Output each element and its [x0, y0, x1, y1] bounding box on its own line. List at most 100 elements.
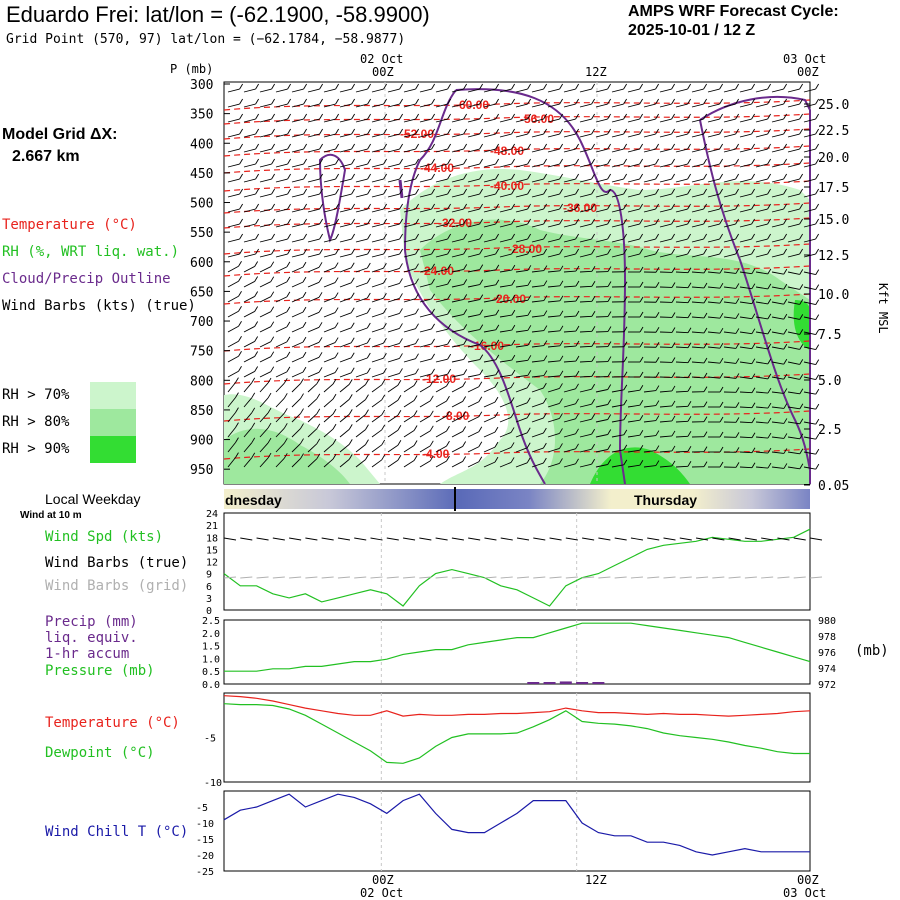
wind-barb [275, 238, 288, 243]
wind-barb [387, 103, 400, 108]
wind-barb-flag [479, 128, 484, 135]
wind-barb [611, 208, 624, 213]
wind-barb-flag [399, 323, 403, 329]
wind-barb-flag [255, 218, 260, 225]
wind-barb-flag [495, 369, 500, 376]
wind-barb-flag [799, 248, 804, 255]
wind-barb-flag [815, 329, 820, 335]
wind-barb-flag [687, 357, 692, 363]
wind-barb [275, 133, 288, 138]
wind-barb [563, 330, 576, 333]
wind-barb [419, 373, 432, 378]
isotherm-label: -20.00 [492, 292, 526, 306]
wind-barb [771, 103, 784, 108]
wind-barb [387, 313, 400, 318]
wind-barb-true [744, 537, 757, 541]
wind-barb-flag [687, 218, 692, 225]
wind-barb [339, 384, 350, 393]
wind-barb-flag [335, 158, 340, 165]
wind-barb-flag [671, 98, 676, 105]
wind-barb-flag [383, 248, 388, 255]
wind-barb-flag [348, 454, 353, 460]
windchill-line [223, 793, 810, 856]
wind-barb [339, 267, 352, 273]
wind-barb [579, 163, 592, 168]
wind-barb [339, 133, 352, 138]
wind-barb [339, 372, 352, 378]
wind-barb-flag [238, 291, 242, 297]
wind-barb [275, 178, 288, 183]
wind-barb-flag [367, 143, 372, 150]
wind-barb-flag [235, 422, 239, 428]
wind-barb [451, 178, 464, 183]
wind-barb [611, 449, 624, 453]
wind-barb-flag [267, 422, 272, 429]
wind-barb [611, 178, 624, 183]
wind-barb-flag [687, 372, 692, 378]
wind-barb-flag [703, 113, 708, 120]
wind-barb-flag [494, 441, 499, 448]
wind-barb-flag [494, 456, 499, 463]
wind-barb-flag [429, 380, 434, 387]
wind-barb-flag [639, 203, 644, 210]
wind-barb-true [533, 537, 546, 541]
wind-barb-flag [235, 377, 239, 383]
wind-barb [739, 286, 752, 290]
wind-barb-flag [271, 83, 276, 90]
wind-barb [723, 253, 736, 258]
wind-barb [547, 418, 560, 423]
precip-bar [559, 681, 572, 684]
wind-barb-flag [735, 188, 740, 195]
wind-barb-flag [799, 329, 804, 335]
wind-barb-grid [614, 576, 627, 579]
wind-barb-flag [302, 261, 307, 268]
pressure-tick-label: 500 [190, 197, 213, 212]
wind-barb [707, 331, 720, 334]
wind-barb-flag [543, 83, 548, 90]
wind-barb [275, 118, 288, 123]
wind-barb-grid [337, 576, 350, 579]
wind-barb-grid [223, 576, 237, 579]
wind-barb-flag [255, 158, 260, 165]
wind-barb [371, 357, 384, 363]
wind-barb-flag [319, 173, 324, 180]
wind-barb-grid [565, 576, 578, 579]
wind-barb [547, 360, 560, 363]
wind-barb [259, 397, 269, 408]
wind-barb [803, 118, 816, 123]
wind-barb-flag [559, 398, 563, 404]
wind-barb-flag [751, 248, 756, 255]
wind-barb-flag [783, 283, 788, 290]
wind-barb-flag [623, 429, 628, 436]
wind-barb [627, 178, 640, 183]
wind-barb-flag [283, 378, 288, 384]
wind-barb-flag [767, 313, 772, 320]
wind-barb-flag [302, 336, 307, 343]
wind-barb-flag [799, 284, 804, 290]
top-date-left: 02 Oct [360, 52, 404, 66]
wind-barb-flag [495, 354, 500, 361]
wind-barb [579, 193, 592, 198]
bottom-date-left: 02 Oct [360, 886, 404, 900]
wind-barb-flag [623, 326, 628, 332]
legend-precip-liq: liq. equiv. [45, 630, 138, 646]
wind-barb [467, 88, 480, 93]
wind-barb [483, 284, 496, 288]
wind-barb-flag [767, 98, 772, 105]
wind-barb [739, 421, 753, 424]
wind-barb [771, 466, 784, 469]
wind-barb-grid [549, 576, 562, 579]
wind-barb-flag [446, 440, 450, 447]
wind-barb [755, 238, 768, 243]
wind-barb [755, 346, 768, 350]
wind-barb [787, 88, 800, 93]
wind-barb [499, 284, 512, 288]
wind-barb-flag [799, 448, 804, 455]
wind-barb [515, 103, 528, 108]
wind-barb-flag [639, 311, 644, 318]
pressure-tick-label-right: 978 [818, 632, 836, 643]
wind-barb [259, 442, 269, 453]
wind-barb [243, 103, 256, 108]
wind-barb-flag [415, 203, 420, 210]
wind-barb-flag [303, 83, 308, 90]
